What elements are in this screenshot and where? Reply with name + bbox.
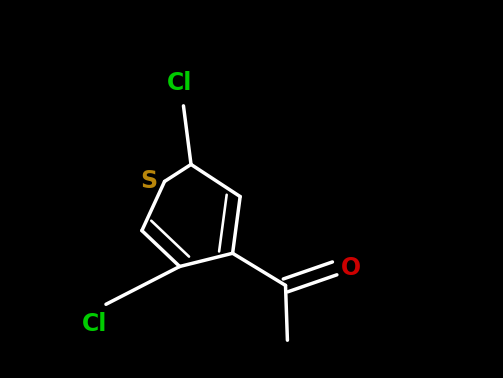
Text: O: O	[341, 256, 361, 280]
Text: Cl: Cl	[167, 71, 192, 95]
Text: S: S	[140, 169, 157, 193]
Text: Cl: Cl	[82, 312, 107, 336]
